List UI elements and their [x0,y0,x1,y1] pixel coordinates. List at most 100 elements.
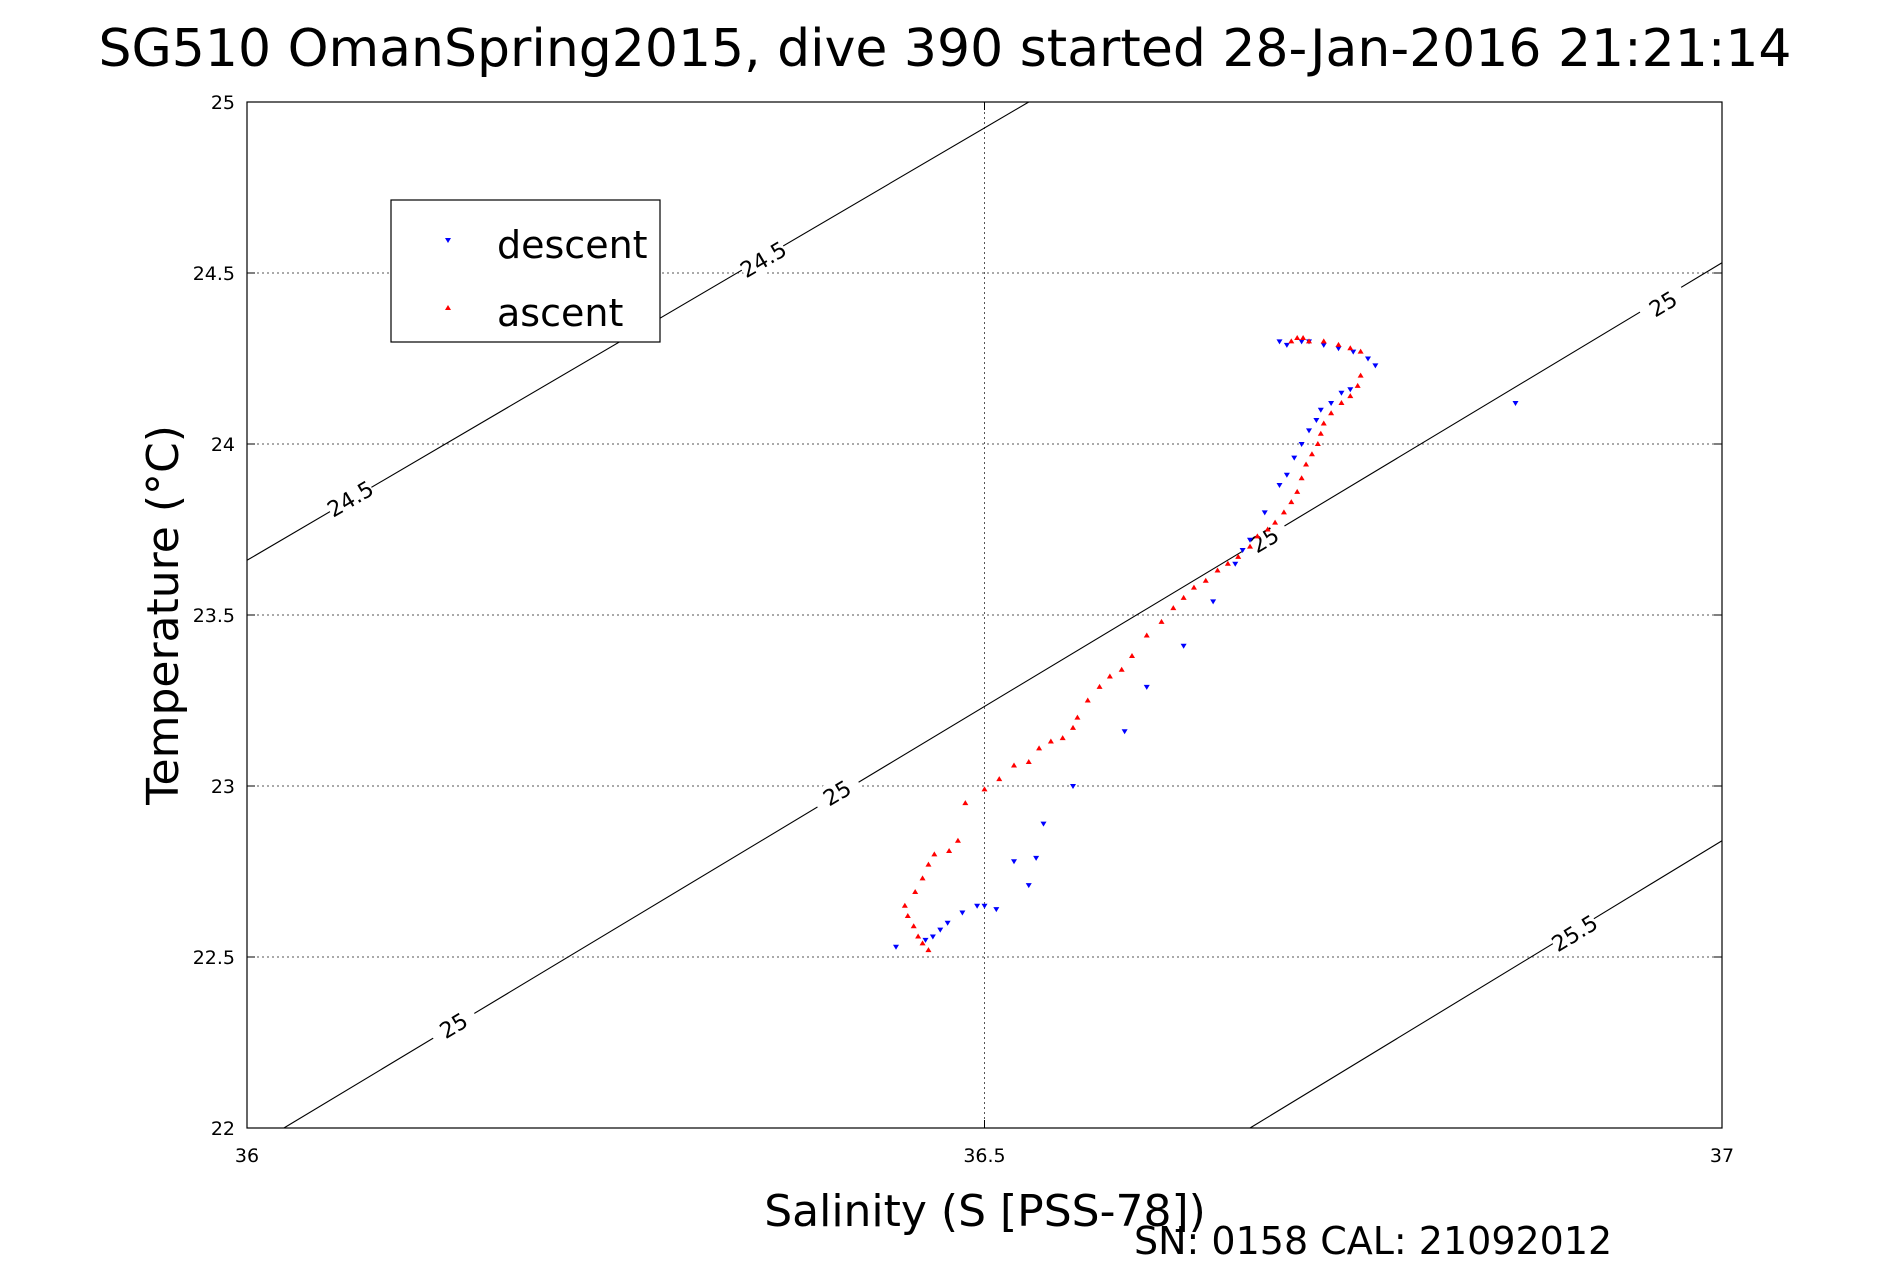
descent-point [922,937,929,943]
ascent-point [904,912,911,918]
ascent-point [1347,393,1354,399]
ascent-point [1170,605,1177,611]
descent-point [929,934,936,940]
descent-point [1372,363,1379,369]
descent-point [1306,428,1312,434]
ascent-point [1354,382,1361,388]
descent-point [1247,537,1253,543]
descent-point [1320,342,1327,348]
descent-point [1298,339,1305,345]
descent-point [944,920,951,926]
contour-label-background [1547,909,1602,957]
descent-point [1180,643,1187,649]
ascent-point [1118,666,1125,672]
descent-point [1011,859,1017,865]
density-contour-label-group: 25 [1237,516,1293,564]
ascent-point [1288,499,1295,505]
contour-label-background [426,1001,481,1049]
descent-point [1365,356,1371,362]
ascent-point [1294,334,1301,340]
descent-point [1276,483,1283,489]
ascent-point [954,837,961,843]
density-contour-label-group: 25 [809,769,865,817]
descent-point [1276,339,1283,345]
descent-point [1232,561,1239,567]
descent-point [1070,784,1076,789]
ascent-point [919,940,926,946]
density-contour-label-group: 25.5 [1547,909,1603,958]
ascent-point [1214,567,1221,573]
ascent-point [1280,509,1287,515]
ascent-point [1357,348,1364,354]
density-contour-line [1249,840,1723,1129]
series-ascent [901,334,1364,953]
ascent-point [1084,697,1091,703]
legend-ascent-marker [445,305,451,310]
ascent-point [1158,618,1165,624]
ascent-point [1347,345,1354,351]
density-contour-label-group: 24.5 [735,235,791,284]
contour-label-background [809,769,865,817]
ascent-point [1224,560,1231,566]
ascent-point [946,847,953,853]
descent-point [1313,418,1320,424]
ascent-point [1288,338,1295,344]
ascent-point [1357,372,1364,378]
y-tick-label: 22.5 [193,947,235,969]
ascent-point [919,875,926,881]
contour-label-background [735,235,791,283]
ascent-point [1247,543,1253,549]
descent-point [1121,729,1128,735]
x-axis-ticks: 36 36.5 37 [235,102,1734,1167]
legend-ascent-label: ascent [497,291,623,335]
ascent-point [1070,724,1076,730]
series-descent [893,339,1519,950]
ascent-point [925,861,932,867]
descent-point [937,927,944,933]
descent-point [1350,349,1357,355]
ascent-point [1047,738,1054,744]
data-points [893,334,1519,953]
descent-point [1025,883,1032,889]
serial-calibration-footer: SN: 0158 CAL: 21092012 [1134,1219,1612,1262]
descent-point [974,903,981,909]
descent-point [1347,387,1354,393]
y-tick-label: 23.5 [193,605,235,627]
chart-title: SG510 OmanSpring2015, dive 390 started 2… [98,19,1791,79]
contour-label-background [322,475,378,523]
legend-box [390,199,661,343]
descent-point [1338,390,1345,396]
descent-point [981,903,988,909]
ascent-point [925,947,932,953]
ascent-point [1317,430,1324,436]
ascent-point [962,800,969,806]
ascent-point [1298,475,1305,481]
y-tick-label: 23 [211,776,235,798]
ascent-point [1328,410,1335,416]
y-tick-label: 24.5 [193,263,235,285]
ascent-point [1202,577,1209,583]
ascent-point [931,851,938,857]
legend-descent-label: descent [497,223,648,267]
descent-point [1239,548,1246,554]
ascent-point [1011,762,1017,768]
ascent-point [901,902,908,908]
descent-point [1512,400,1519,406]
descent-point [1040,821,1047,827]
descent-point [893,944,899,950]
ascent-point [915,933,922,939]
ascent-point [1320,338,1327,344]
ascent-point [1180,594,1187,600]
descent-point [1210,599,1217,605]
ascent-point [981,786,988,792]
y-axis-ticks: 22 22.5 23 23.5 24 24.5 25 [193,92,1722,1140]
density-contour-label-group: 25 [1635,280,1691,328]
ascent-point [912,889,919,895]
ascent-point [1036,745,1043,751]
ascent-point [1059,735,1066,741]
x-tick-label: 36.5 [963,1145,1005,1167]
ascent-point [1235,553,1242,559]
descent-point [959,910,966,916]
contour-label-background [1635,280,1691,328]
